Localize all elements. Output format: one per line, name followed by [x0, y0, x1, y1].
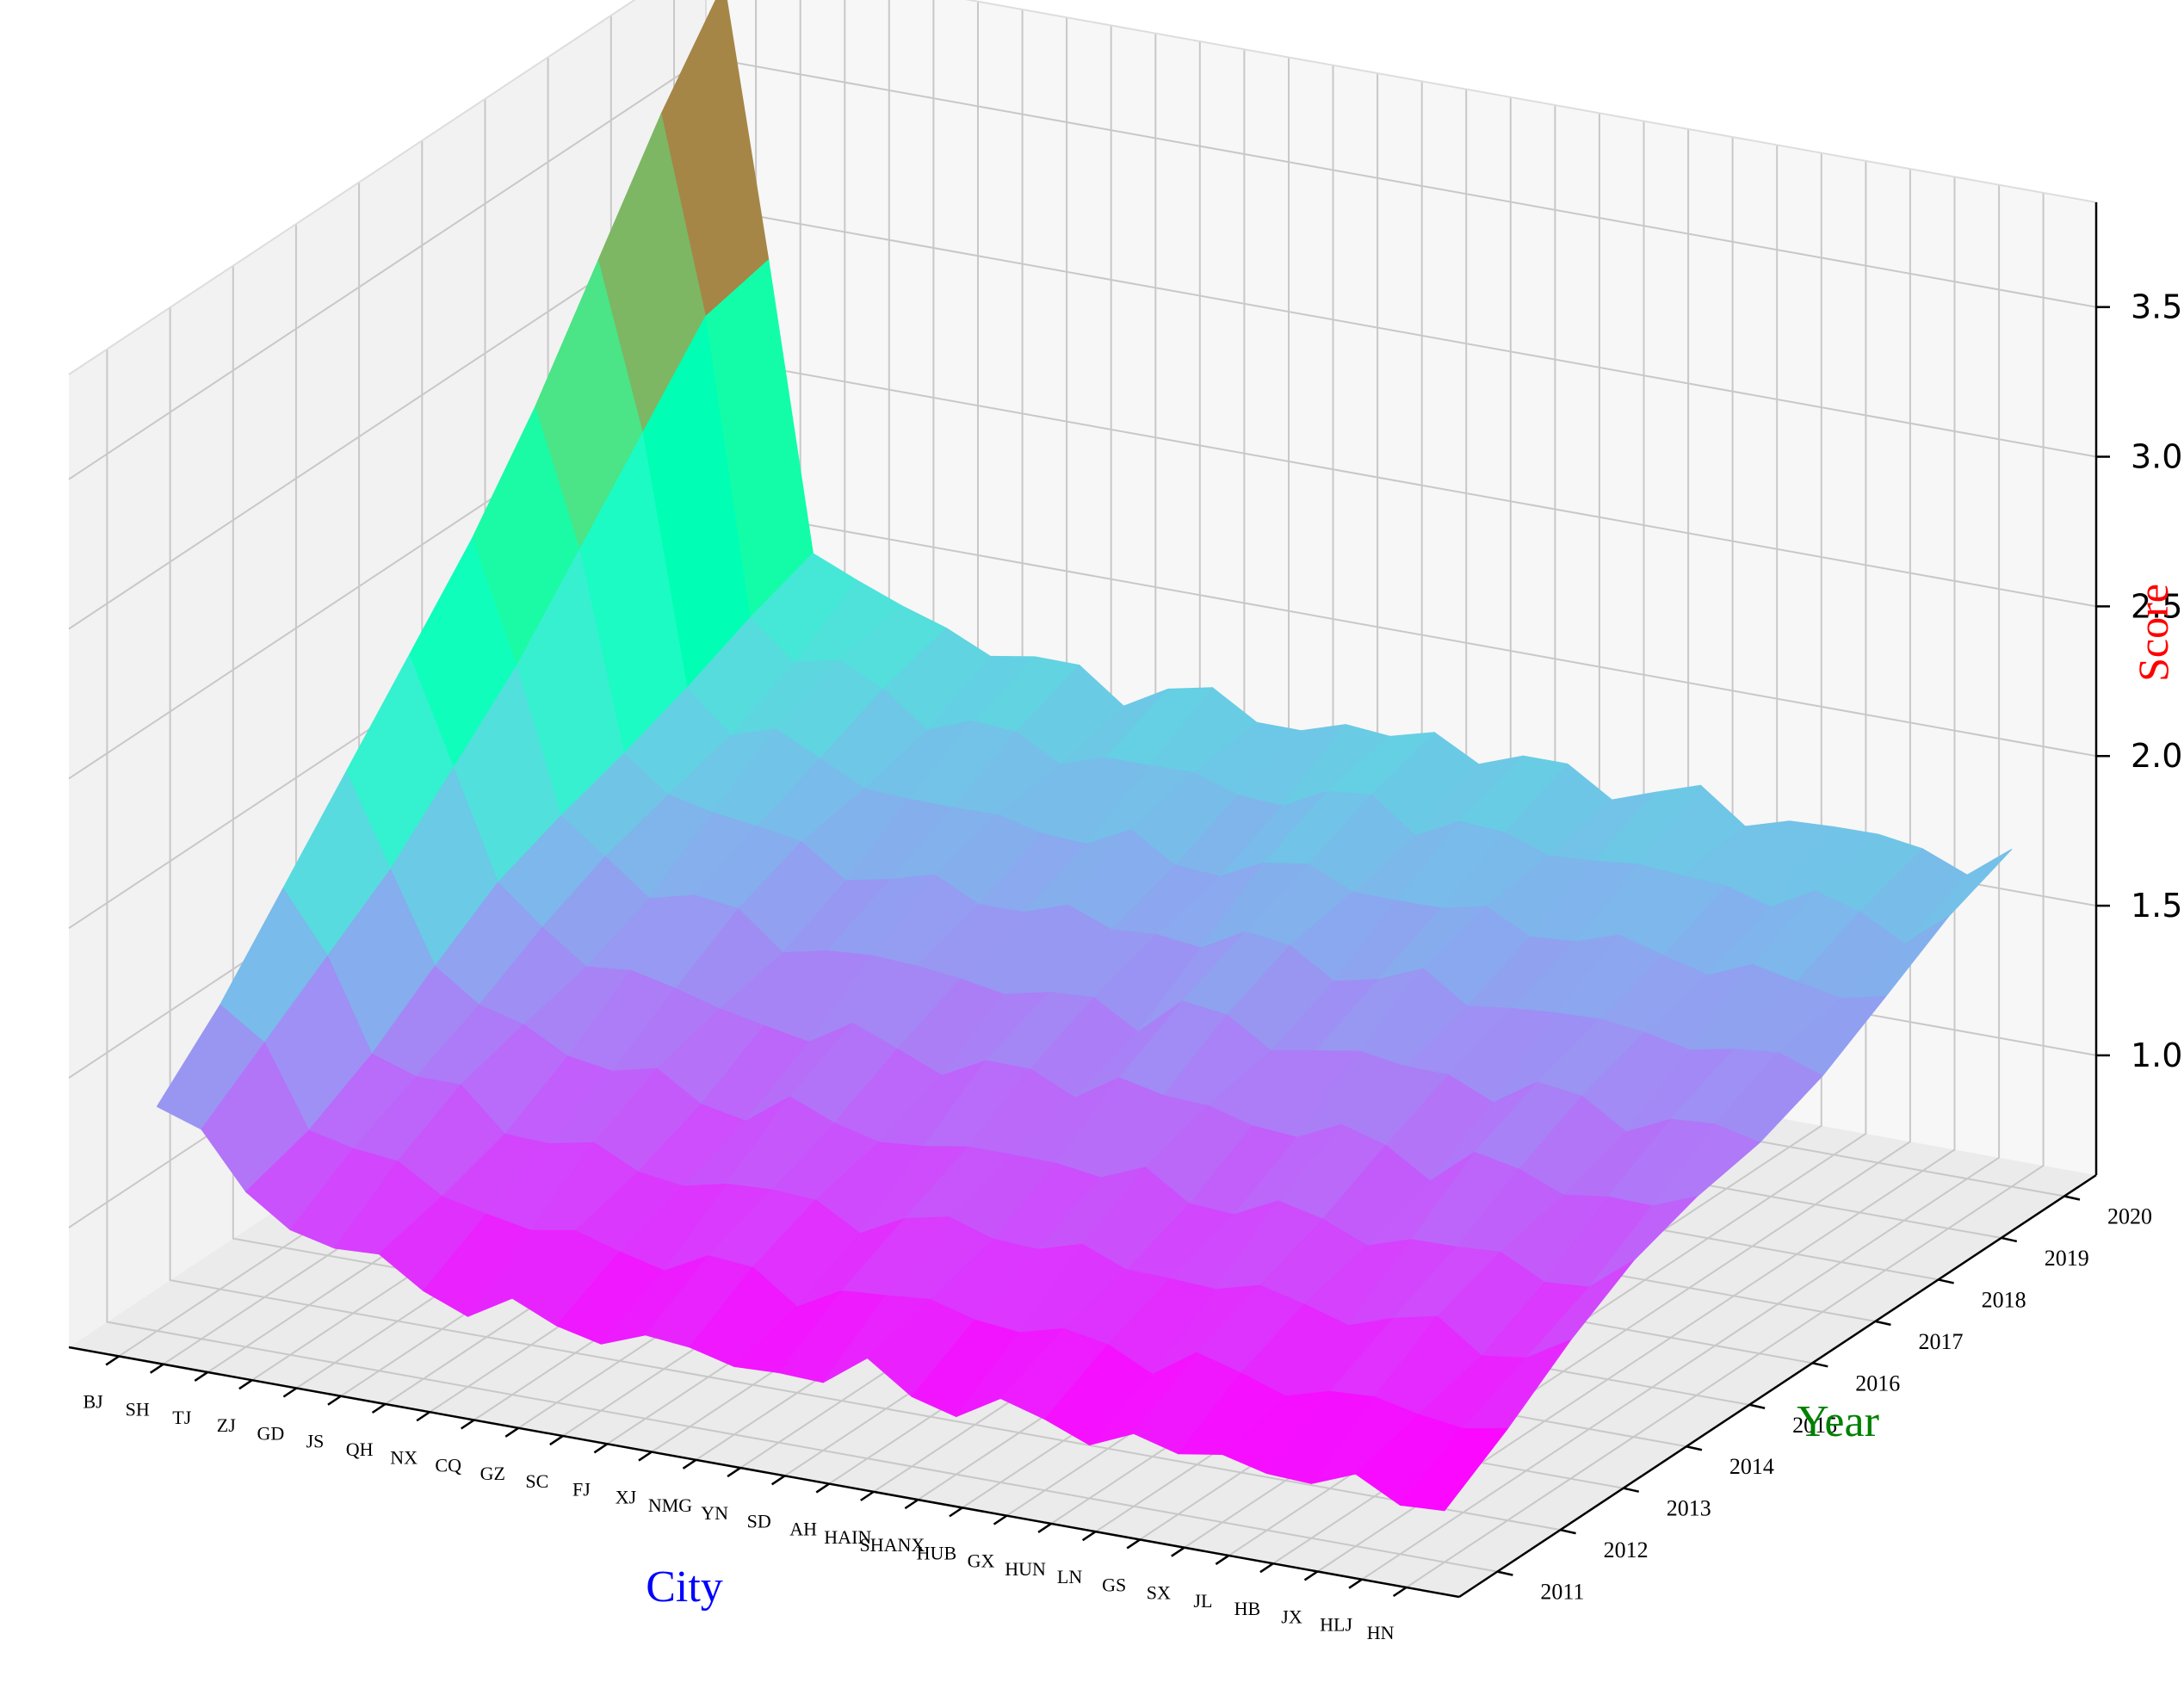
x-tick-label: NX — [390, 1446, 418, 1468]
x-tick-label: TJ — [172, 1407, 191, 1428]
x-tick — [105, 1355, 120, 1366]
x-tick — [504, 1426, 519, 1438]
surface-facet — [1399, 1427, 1508, 1512]
x-tick-label: BJ — [83, 1390, 103, 1412]
x-tick — [682, 1458, 697, 1470]
y-tick — [1497, 1570, 1513, 1576]
x-tick-label: AH — [789, 1519, 817, 1540]
y-tick-label: 2019 — [2045, 1246, 2089, 1271]
x-tick-label: SD — [747, 1510, 771, 1531]
x-tick-label: HB — [1234, 1598, 1261, 1619]
x-tick-label: HAIN — [824, 1526, 871, 1548]
x-tick-label: CQ — [435, 1455, 461, 1476]
x-tick — [282, 1387, 298, 1398]
x-tick-label: ZJ — [217, 1414, 236, 1436]
x-tick — [638, 1451, 653, 1462]
y-tick-label: 2016 — [1855, 1371, 1900, 1395]
y-axis-line — [1458, 1173, 2097, 1599]
x-grid-line — [1316, 176, 1956, 1573]
y-tick-label: 2020 — [2107, 1204, 2152, 1229]
axes: BJ SH TJ ZJ GD JS QH NX CQ GZ SC FJ XJ NMG YN SD AH HAINS… — [68, 202, 2182, 1643]
x-tick-label: HLJ — [1320, 1614, 1352, 1636]
x-tick — [371, 1402, 387, 1414]
x-tick-label: FJ — [572, 1478, 591, 1500]
x-tick-label: YN — [701, 1502, 728, 1524]
x-grid-line — [1361, 184, 2001, 1581]
y-tick — [2001, 1236, 2018, 1243]
z-tick-label: 1.0 — [2131, 1036, 2182, 1074]
y-axis-label: Year — [1797, 1397, 1879, 1446]
x-tick — [860, 1490, 875, 1501]
x-tick — [770, 1475, 786, 1486]
y-tick — [2063, 1195, 2081, 1201]
y-tick — [1623, 1487, 1640, 1493]
x-tick — [238, 1379, 253, 1390]
x-grid-line — [1406, 193, 2045, 1588]
z-tick-label: 2.5 — [2131, 587, 2182, 625]
x-tick — [993, 1514, 1008, 1525]
x-tick — [949, 1507, 963, 1518]
x-tick — [549, 1434, 564, 1446]
x-tick — [194, 1371, 208, 1383]
x-tick — [904, 1499, 919, 1510]
x-tick-label: HUN — [1005, 1558, 1046, 1580]
y-grid-line — [106, 349, 1498, 1573]
x-tick-label: HUB — [917, 1542, 956, 1563]
x-tick-label: SHANX — [860, 1534, 925, 1556]
y-tick-label: 2011 — [1540, 1580, 1584, 1605]
y-tick-label: 2012 — [1604, 1538, 1649, 1562]
x-tick-label: SC — [525, 1470, 548, 1492]
x-axis-label: City — [646, 1562, 723, 1612]
z-tick-label: 1.5 — [2131, 887, 2182, 925]
x-tick-label: SH — [126, 1399, 150, 1420]
x-tick — [1259, 1562, 1274, 1574]
x-tick-label: HN — [1367, 1622, 1395, 1643]
x-tick-label: LN — [1057, 1566, 1082, 1587]
x-tick — [1081, 1531, 1097, 1542]
x-tick-label: SX — [1147, 1582, 1171, 1604]
x-tick-label: XJ — [616, 1487, 637, 1508]
x-tick — [1037, 1522, 1052, 1533]
x-tick — [1126, 1538, 1141, 1550]
y-tick-label: 2015 — [1792, 1413, 1837, 1438]
z-tick-label: 2.0 — [2131, 737, 2182, 775]
x-tick-label: GZ — [480, 1463, 505, 1484]
y-grid-line — [169, 307, 1561, 1531]
x-tick-label: JL — [1193, 1590, 1212, 1612]
x-tick — [150, 1363, 164, 1374]
y-tick — [1875, 1320, 1891, 1327]
x-tick — [460, 1419, 475, 1430]
z-tick-label: 3.0 — [2131, 438, 2182, 476]
x-tick — [1303, 1570, 1319, 1581]
x-tick — [593, 1443, 609, 1454]
x-tick-label: QH — [346, 1439, 374, 1460]
x-tick-label: NMG — [648, 1494, 692, 1516]
x-tick-label: JS — [306, 1431, 325, 1452]
x-tick-label: JX — [1281, 1606, 1302, 1628]
y-tick-label: 2013 — [1667, 1496, 1711, 1521]
x-tick — [1171, 1546, 1185, 1557]
x-tick — [1215, 1554, 1230, 1565]
y-tick — [1560, 1528, 1576, 1535]
z-tick-label: 3.5 — [2131, 288, 2182, 326]
x-tick — [327, 1395, 342, 1406]
surface-mesh — [156, 0, 2013, 1512]
y-tick-label: 2018 — [1982, 1287, 2026, 1312]
x-tick — [416, 1411, 430, 1422]
x-tick — [1348, 1578, 1363, 1589]
x-tick — [727, 1467, 741, 1478]
y-tick-label: 2014 — [1729, 1454, 1774, 1479]
y-tick — [1748, 1403, 1766, 1409]
y-tick — [1812, 1362, 1828, 1368]
x-tick-label: GX — [968, 1550, 995, 1572]
y-tick-label: 2017 — [1919, 1329, 1964, 1354]
x-tick-label: GS — [1102, 1574, 1126, 1595]
y-tick — [1938, 1278, 1954, 1284]
x-tick — [815, 1482, 830, 1494]
z-axis-label: Score — [2129, 584, 2177, 682]
x-tick — [1392, 1586, 1408, 1598]
y-tick — [1686, 1445, 1703, 1451]
x-tick-label: GD — [257, 1423, 285, 1445]
